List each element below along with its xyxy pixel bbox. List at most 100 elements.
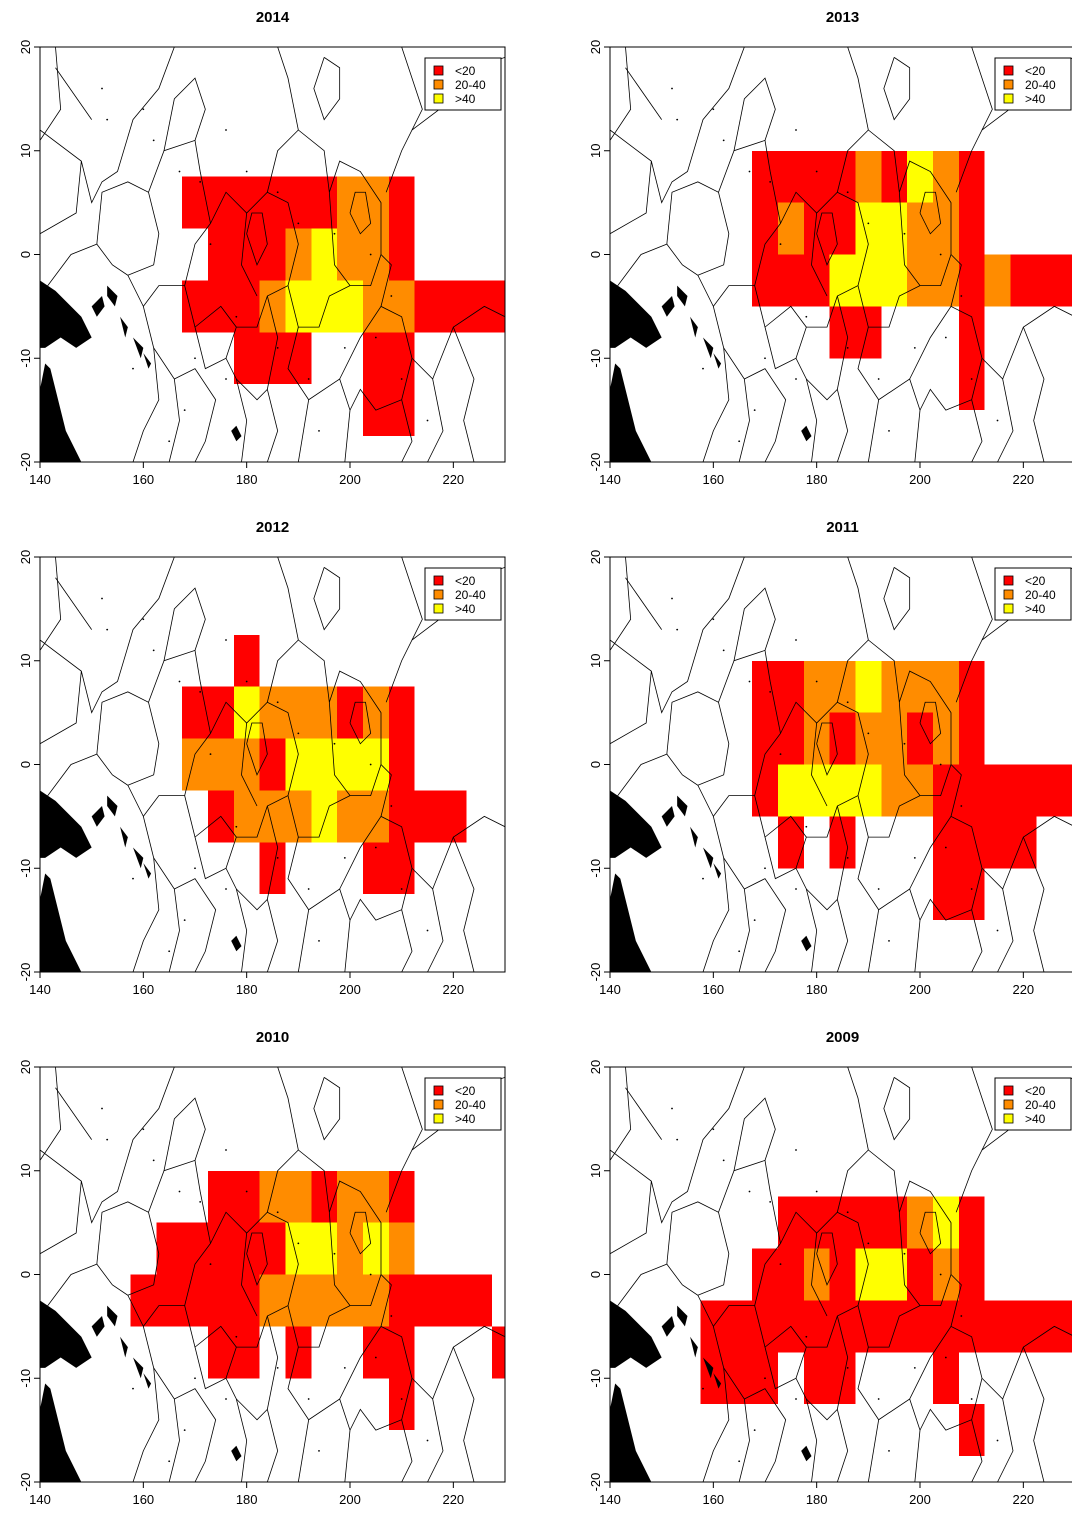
x-tick-label: 180 (236, 472, 258, 487)
y-tick-label: 20 (18, 40, 33, 54)
island-dot (846, 1211, 849, 1214)
island-dot (888, 1449, 890, 1452)
heatmap-cell (285, 280, 363, 333)
legend-label: 20-40 (1025, 588, 1056, 602)
eez-boundary (313, 567, 341, 631)
island-dot (374, 336, 377, 339)
heatmap-cell (907, 150, 933, 203)
heatmap-cell (492, 1326, 505, 1379)
heatmap-cell (803, 1248, 830, 1301)
land-mass (610, 280, 662, 348)
heatmap-cell (337, 176, 389, 229)
x-tick-label: 180 (806, 1492, 828, 1507)
eez-boundary (308, 1398, 351, 1482)
eez-boundary (210, 1211, 299, 1348)
heatmap-cell (958, 712, 985, 765)
island-dot (276, 856, 279, 859)
legend-label: <20 (455, 1084, 476, 1098)
land-mass (661, 296, 675, 317)
eez-boundary (401, 1419, 413, 1482)
island-dot (276, 1366, 279, 1369)
legend-label: >40 (455, 1112, 476, 1126)
island-dot (753, 1429, 756, 1432)
eez-boundary (610, 671, 652, 745)
island-dot (805, 1335, 808, 1338)
heatmap-cell (1010, 254, 1072, 307)
land-mass (690, 1336, 698, 1358)
eez-boundary (55, 1087, 92, 1140)
eez-boundary (452, 836, 475, 972)
heatmap-cell (285, 1222, 338, 1275)
heatmap-cell (829, 306, 882, 359)
eez-boundary (971, 399, 983, 462)
island-dot (307, 378, 310, 380)
island-dot (168, 440, 171, 443)
x-tick-label: 180 (806, 472, 828, 487)
heatmap-cell (907, 1196, 933, 1249)
heatmap-cell (337, 1222, 363, 1275)
legend-label: >40 (455, 92, 476, 106)
land-mass (703, 1357, 714, 1379)
land-mass (703, 337, 714, 359)
island-dot (753, 919, 756, 922)
map-svg: 2014 140 160 180 200 220 -20 -10 0 10 20 <2020-40>4… (18, 9, 506, 487)
island-dot (888, 939, 890, 942)
island-dot (769, 1200, 772, 1203)
island-dot (970, 378, 973, 380)
eez-boundary (153, 347, 180, 462)
island-dot (235, 825, 238, 828)
heatmap-cell (855, 150, 882, 203)
land-mass (690, 826, 698, 848)
heatmap-cell (829, 254, 908, 307)
island-dot (235, 1335, 238, 1338)
heatmap-cell (388, 1222, 415, 1275)
eez-boundary (723, 1367, 750, 1482)
island-dot (944, 336, 947, 339)
eez-boundary (744, 878, 787, 972)
land-mass (107, 1305, 118, 1327)
island-dot (960, 805, 963, 807)
heatmap-cell (311, 790, 338, 843)
legend-label: 20-40 (1025, 1098, 1056, 1112)
eez-boundary (744, 1388, 787, 1482)
island-dot (194, 357, 196, 360)
island-dot (318, 939, 320, 942)
eez-boundary (666, 1201, 730, 1296)
y-tick-label: -10 (588, 349, 603, 368)
land-mass (801, 425, 812, 442)
island-dot (183, 1429, 186, 1432)
legend-label: 20-40 (455, 588, 486, 602)
eez-boundary (666, 181, 730, 276)
x-tick-label: 220 (1012, 982, 1034, 997)
island-dot (390, 805, 393, 807)
eez-boundary (246, 722, 268, 776)
island-dot (795, 378, 797, 380)
island-dot (913, 1366, 916, 1369)
island-dot (913, 856, 916, 859)
heatmap-cell (752, 660, 804, 713)
heatmap-cell (285, 738, 389, 791)
eez-boundary (153, 857, 180, 972)
legend-swatch (433, 1113, 444, 1124)
island-dot (318, 1449, 320, 1452)
eez-boundary (411, 1377, 444, 1482)
eez-boundary (981, 1377, 1014, 1482)
eez-boundary (40, 161, 82, 235)
eez-boundary (883, 57, 911, 121)
heatmap-cell (958, 150, 985, 203)
island-dot (764, 867, 766, 870)
island-dot (712, 618, 715, 621)
y-tick-label: 0 (588, 761, 603, 768)
legend-swatch (1003, 65, 1014, 76)
heatmap-cell (259, 738, 286, 791)
eez-boundary (40, 1181, 82, 1255)
island-dot (400, 888, 403, 890)
island-dot (805, 315, 808, 318)
island-dot (722, 139, 725, 142)
legend-label: <20 (1025, 574, 1046, 588)
y-tick-label: -10 (18, 859, 33, 878)
island-dot (400, 1398, 403, 1400)
eez-boundary (806, 1398, 838, 1421)
y-tick-label: -10 (588, 1369, 603, 1388)
heatmap-cell (958, 1248, 985, 1301)
